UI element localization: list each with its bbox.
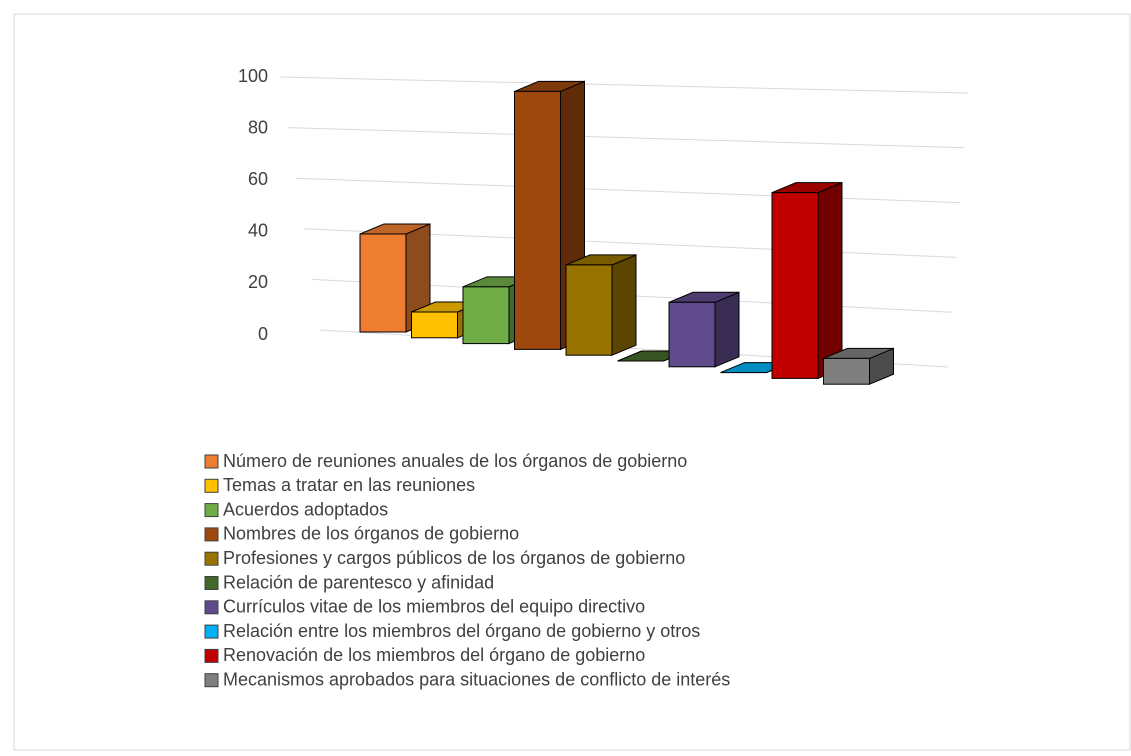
y-tick-label: 20 bbox=[248, 272, 268, 292]
legend-label: Acuerdos adoptados bbox=[223, 499, 388, 519]
legend-swatch bbox=[204, 576, 219, 590]
legend-label: Profesiones y cargos públicos de los órg… bbox=[223, 548, 685, 568]
legend-swatch bbox=[204, 503, 219, 518]
legend-swatch bbox=[204, 551, 219, 566]
bar-side bbox=[611, 254, 637, 356]
bar bbox=[411, 311, 458, 339]
legend-label: Currículos vitae de los miembros del equ… bbox=[223, 597, 645, 617]
bar-side bbox=[817, 181, 843, 380]
bar bbox=[359, 233, 407, 333]
y-tick-label: 80 bbox=[248, 117, 268, 137]
y-tick-label: 0 bbox=[258, 324, 268, 344]
legend-swatch bbox=[204, 673, 219, 688]
bar bbox=[565, 264, 613, 356]
bar bbox=[462, 286, 510, 345]
legend-swatch bbox=[204, 454, 219, 469]
legend-swatch bbox=[204, 648, 219, 663]
y-tick-label: 100 bbox=[238, 66, 268, 86]
grid-line bbox=[295, 177, 961, 204]
legend-label: Número de reuniones anuales de los órgan… bbox=[223, 451, 687, 471]
grid-line bbox=[279, 76, 969, 94]
legend-label: Temas a tratar en las reuniones bbox=[223, 475, 475, 495]
legend-label: Relación entre los miembros del órgano d… bbox=[223, 621, 700, 641]
bar bbox=[771, 192, 819, 379]
bar bbox=[514, 90, 561, 350]
legend-label: Relación de parentesco y afinidad bbox=[223, 572, 494, 592]
bar bbox=[668, 301, 716, 368]
legend-label: Renovación de los miembros del órgano de… bbox=[223, 645, 645, 665]
grid-line bbox=[287, 127, 965, 149]
legend-swatch bbox=[204, 624, 219, 639]
y-tick-label: 60 bbox=[248, 169, 268, 189]
y-tick-label: 40 bbox=[248, 221, 268, 241]
bar bbox=[823, 357, 870, 385]
legend-label: Mecanismos aprobados para situaciones de… bbox=[223, 669, 730, 689]
bar-side bbox=[714, 291, 740, 368]
legend-swatch bbox=[204, 600, 219, 615]
legend-swatch bbox=[204, 527, 219, 542]
legend-swatch bbox=[204, 478, 219, 493]
legend-label: Nombres de los órganos de gobierno bbox=[223, 524, 519, 544]
